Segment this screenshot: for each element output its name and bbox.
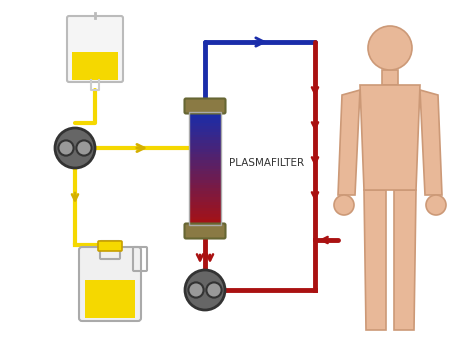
Circle shape — [55, 128, 95, 168]
Bar — [189, 208, 221, 211]
Polygon shape — [338, 90, 360, 195]
Polygon shape — [394, 190, 416, 330]
Bar — [189, 112, 221, 225]
Bar — [189, 143, 221, 146]
Bar — [189, 171, 221, 175]
Bar — [189, 185, 221, 189]
Bar — [189, 219, 221, 222]
Bar — [189, 132, 221, 135]
Bar — [189, 146, 221, 149]
Bar — [189, 174, 221, 178]
Bar — [189, 149, 221, 152]
Bar — [189, 166, 221, 169]
Bar — [189, 140, 221, 143]
Bar — [189, 180, 221, 183]
Bar — [189, 177, 221, 180]
Bar — [189, 115, 221, 118]
Circle shape — [76, 140, 91, 156]
Bar — [189, 200, 221, 203]
Bar — [189, 160, 221, 163]
Bar — [72, 52, 118, 80]
Bar — [189, 135, 221, 138]
Bar — [189, 168, 221, 172]
Bar — [189, 117, 221, 121]
Bar — [85, 280, 135, 318]
Bar — [189, 222, 221, 225]
FancyBboxPatch shape — [67, 16, 123, 82]
Bar — [189, 157, 221, 161]
FancyBboxPatch shape — [184, 224, 226, 239]
Circle shape — [206, 282, 222, 298]
Bar — [189, 152, 221, 155]
Circle shape — [185, 270, 225, 310]
Polygon shape — [364, 190, 386, 330]
Bar — [189, 112, 221, 115]
FancyBboxPatch shape — [98, 241, 122, 251]
FancyBboxPatch shape — [184, 99, 226, 114]
Circle shape — [58, 140, 73, 156]
Bar — [189, 194, 221, 197]
Circle shape — [368, 26, 412, 70]
Bar — [189, 197, 221, 200]
Bar — [189, 205, 221, 209]
Bar — [189, 203, 221, 206]
Bar — [189, 214, 221, 217]
Bar — [189, 120, 221, 124]
Bar — [189, 191, 221, 194]
Bar — [189, 137, 221, 141]
Text: PLASMAFILTER: PLASMAFILTER — [229, 157, 304, 168]
Bar — [189, 163, 221, 166]
Circle shape — [188, 282, 204, 298]
Bar — [189, 126, 221, 130]
Polygon shape — [420, 90, 442, 195]
Bar — [189, 211, 221, 214]
Bar — [189, 188, 221, 192]
Polygon shape — [360, 85, 420, 190]
Polygon shape — [382, 70, 398, 85]
Circle shape — [426, 195, 446, 215]
FancyBboxPatch shape — [100, 241, 120, 259]
Bar — [189, 155, 221, 158]
FancyBboxPatch shape — [79, 247, 141, 321]
Bar — [189, 123, 221, 127]
Bar — [189, 129, 221, 132]
Circle shape — [334, 195, 354, 215]
Bar — [189, 183, 221, 186]
Bar — [189, 216, 221, 220]
